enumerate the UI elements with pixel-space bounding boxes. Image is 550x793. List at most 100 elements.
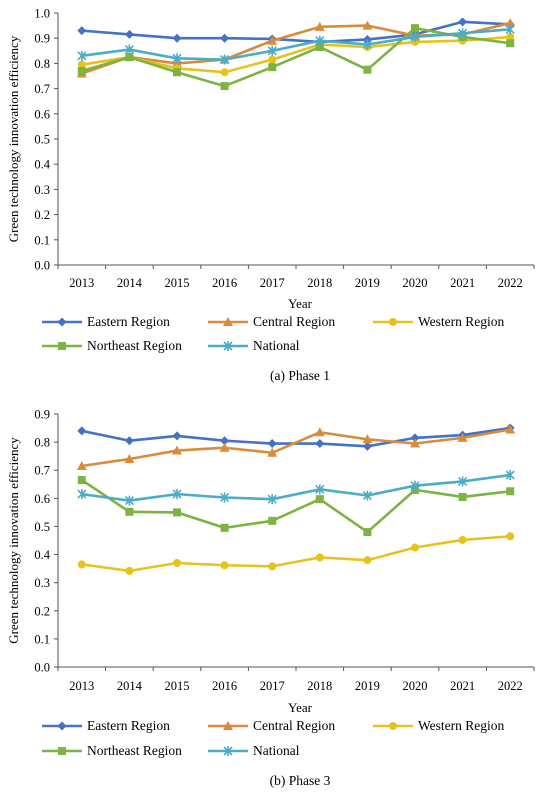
data-point xyxy=(268,516,277,525)
data-point xyxy=(505,470,515,481)
y-tick-label: 0.8 xyxy=(34,57,50,71)
data-point xyxy=(172,445,182,455)
series-line xyxy=(81,28,511,61)
chart-1: 0.0 0.1 0.2 0.3 0.4 0.5 0.6 0.7 0.8 0.9 1.0 2013 201… xyxy=(6,7,535,383)
series-line xyxy=(81,473,511,502)
data-point xyxy=(220,561,229,570)
legend-label: Northeast Region xyxy=(87,743,182,758)
legend-item: National xyxy=(208,338,300,353)
data-point xyxy=(506,32,515,41)
x-tick-label: 2018 xyxy=(307,276,332,290)
data-point xyxy=(77,60,86,69)
data-point xyxy=(220,54,230,65)
data-point xyxy=(314,21,325,31)
series-line xyxy=(81,35,511,74)
data-point xyxy=(411,543,419,552)
data-point xyxy=(172,53,182,64)
series-line xyxy=(81,21,511,75)
legend-label: Eastern Region xyxy=(87,718,170,733)
data-point xyxy=(362,434,373,444)
data-point xyxy=(220,68,229,77)
x-tick-label: 2020 xyxy=(403,679,428,693)
x-tick-label: 2013 xyxy=(69,276,94,290)
x-tick-label: 2019 xyxy=(355,679,380,693)
data-point xyxy=(220,492,230,503)
data-point xyxy=(172,33,182,43)
x-tick-label: 2016 xyxy=(212,276,237,290)
chart-caption: (a) Phase 1 xyxy=(270,368,330,383)
y-tick-label: 0.4 xyxy=(34,158,50,172)
legend: Eastern Region Central Region Western Regi… xyxy=(42,314,505,353)
data-point xyxy=(315,43,324,52)
legend-swatch-marker xyxy=(57,721,67,731)
data-point xyxy=(125,507,134,516)
data-point xyxy=(506,39,515,48)
x-tick-label: 2014 xyxy=(117,276,143,290)
y-tick-label: 0.5 xyxy=(34,520,50,534)
x-axis-label: Year xyxy=(288,700,313,715)
data-point xyxy=(315,35,325,46)
y-tick-label: 0.9 xyxy=(34,408,50,422)
data-point xyxy=(458,28,468,39)
data-point xyxy=(173,68,181,77)
data-point xyxy=(125,566,134,575)
data-point xyxy=(268,562,277,571)
data-point xyxy=(124,44,134,55)
series-line xyxy=(81,20,511,44)
legend-swatch-marker xyxy=(223,746,233,756)
y-tick-label: 0.9 xyxy=(34,32,50,46)
data-point xyxy=(363,556,372,565)
data-point xyxy=(410,433,420,443)
data-point xyxy=(411,24,419,33)
legend-label: Central Region xyxy=(253,718,335,733)
x-tick-label: 2015 xyxy=(165,679,190,693)
data-point xyxy=(362,490,372,501)
data-point xyxy=(315,553,324,562)
x-tick-label: 2017 xyxy=(260,276,285,290)
legend-label: Western Region xyxy=(418,718,505,733)
series-line xyxy=(81,534,511,573)
x-tick-label: 2015 xyxy=(165,276,190,290)
series-eastern-region xyxy=(77,17,515,47)
legend-swatch-marker xyxy=(389,722,397,730)
data-point xyxy=(315,495,324,504)
data-point xyxy=(362,39,372,50)
y-tick-label: 0.3 xyxy=(34,576,50,590)
x-tick-label: 2014 xyxy=(117,679,143,693)
legend-label: National xyxy=(253,743,300,758)
y-tick-label: 0.6 xyxy=(34,492,50,506)
data-point xyxy=(505,424,516,434)
data-point xyxy=(362,20,373,30)
data-point xyxy=(268,63,277,72)
data-point xyxy=(172,431,182,441)
data-point xyxy=(77,560,86,569)
legend-swatch-marker xyxy=(389,318,397,326)
data-point xyxy=(506,532,515,541)
data-point xyxy=(363,528,372,537)
legend-swatch-marker xyxy=(58,342,66,350)
series-western-region xyxy=(77,532,515,575)
series-central-region xyxy=(76,424,516,471)
series-national xyxy=(77,470,515,506)
legend-swatch-marker xyxy=(58,747,66,755)
data-point xyxy=(173,508,181,517)
data-point xyxy=(220,33,230,43)
legend-label: Central Region xyxy=(253,314,335,329)
data-point xyxy=(267,439,277,449)
data-point xyxy=(267,494,277,505)
legend-item: Eastern Region xyxy=(42,314,170,329)
y-tick-label: 0.1 xyxy=(34,233,50,247)
data-point xyxy=(124,436,134,446)
y-tick-label: 0.6 xyxy=(34,107,50,121)
legend-label: Western Region xyxy=(418,314,505,329)
y-tick-label: 0.5 xyxy=(34,133,50,147)
x-axis-label: Year xyxy=(288,296,313,311)
legend-swatch-marker xyxy=(57,317,67,327)
y-tick-label: 0.7 xyxy=(34,82,50,96)
y-tick-label: 0.2 xyxy=(34,208,50,222)
legend-item: Northeast Region xyxy=(42,743,182,758)
legend-item: Central Region xyxy=(208,314,335,329)
data-point xyxy=(77,50,87,61)
series-northeast-region xyxy=(77,476,515,537)
